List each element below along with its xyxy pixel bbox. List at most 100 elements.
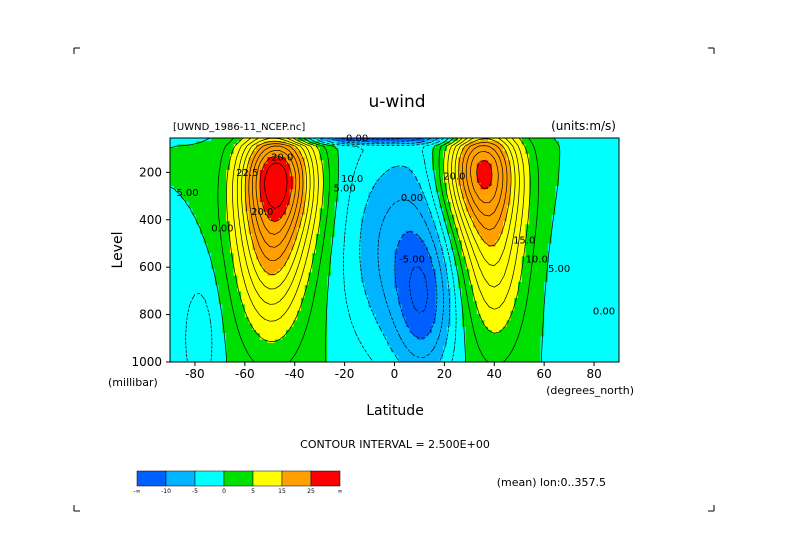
heatmap-cell (349, 214, 354, 219)
heatmap-cell (409, 259, 414, 264)
heatmap-cell (319, 237, 325, 241)
heatmap-cell (349, 166, 354, 171)
heatmap-cell (207, 246, 212, 251)
heatmap-cell (278, 186, 283, 190)
heatmap-cell (364, 160, 369, 165)
heatmap-cell (596, 189, 601, 193)
heatmap-cell (184, 269, 190, 273)
heatmap-cell (177, 256, 182, 261)
heatmap-cell (297, 227, 302, 232)
heatmap-cell (181, 154, 186, 158)
heatmap-cell (375, 138, 381, 142)
heatmap-cell (214, 154, 220, 158)
heatmap-cell (252, 198, 257, 203)
heatmap-cell (360, 154, 366, 158)
heatmap-cell (196, 176, 201, 181)
heatmap-cell (342, 230, 347, 235)
heatmap-cell (529, 246, 534, 251)
heatmap-cell (248, 150, 253, 155)
heatmap-cell (405, 173, 411, 177)
heatmap-cell (488, 176, 493, 181)
heatmap-cell (184, 186, 190, 190)
heatmap-cell (383, 250, 388, 254)
heatmap-cell (555, 147, 560, 152)
heatmap-cell (416, 262, 422, 267)
heatmap-cell (604, 176, 609, 181)
heatmap-cell (439, 205, 444, 209)
heatmap-cell (222, 227, 227, 232)
heatmap-cell (345, 147, 351, 152)
heatmap-cell (271, 266, 276, 270)
heatmap-cell (581, 205, 586, 209)
heatmap-cell (600, 186, 605, 190)
heatmap-cell (517, 202, 523, 206)
heatmap-cell (592, 154, 598, 158)
heatmap-cell (555, 163, 560, 168)
heatmap-cell (413, 166, 418, 171)
heatmap-cell (263, 218, 268, 222)
heatmap-cell (443, 189, 448, 193)
heatmap-cell (536, 138, 542, 142)
heatmap-cell (330, 262, 336, 267)
heatmap-cell (196, 150, 201, 155)
heatmap-cell (454, 208, 459, 213)
heatmap-cell (480, 250, 485, 254)
heatmap-cell (592, 208, 598, 213)
heatmap-cell (259, 269, 265, 273)
heatmap-cell (256, 256, 261, 261)
heatmap-cell (555, 224, 560, 229)
heatmap-cell (207, 154, 212, 158)
heatmap-cell (252, 186, 257, 190)
heatmap-cell (469, 205, 474, 209)
heatmap-cell (473, 166, 478, 171)
heatmap-cell (398, 144, 403, 149)
heatmap-cell (271, 186, 276, 190)
heatmap-cell (555, 211, 560, 216)
heatmap-cell (469, 195, 474, 200)
heatmap-cell (488, 154, 493, 158)
heatmap-cell (267, 150, 272, 155)
heatmap-cell (342, 195, 347, 200)
heatmap-cell (416, 154, 422, 158)
heatmap-cell (600, 163, 605, 168)
heatmap-cell (312, 208, 317, 213)
heatmap-cell (589, 173, 594, 177)
heatmap-cell (259, 173, 265, 177)
heatmap-cell (506, 166, 512, 171)
heatmap-cell (589, 256, 594, 261)
heatmap-cell (428, 240, 433, 245)
heatmap-cell (368, 253, 373, 257)
heatmap-cell (375, 227, 381, 232)
heatmap-cell (510, 224, 515, 229)
heatmap-cell (435, 182, 440, 187)
heatmap-cell (570, 246, 575, 251)
heatmap-cell (207, 266, 212, 270)
heatmap-cell (241, 266, 246, 270)
heatmap-cell (488, 198, 493, 203)
heatmap-cell (454, 230, 459, 235)
heatmap-cell (271, 150, 276, 155)
heatmap-cell (547, 253, 553, 257)
heatmap-cell (469, 173, 474, 177)
heatmap-cell (413, 234, 418, 238)
heatmap-cell (450, 189, 455, 193)
heatmap-cell (285, 192, 291, 197)
crop-marks (73, 47, 715, 512)
heatmap-cell (229, 259, 235, 264)
heatmap-cell (529, 163, 534, 168)
heatmap-cell (229, 147, 235, 152)
heatmap-cell (529, 237, 534, 241)
heatmap-cell (581, 150, 586, 155)
heatmap-cell (547, 186, 553, 190)
heatmap-cell (409, 227, 414, 232)
heatmap-cell (566, 250, 571, 254)
heatmap-cell (446, 163, 452, 168)
heatmap-cell (600, 262, 605, 267)
heatmap-cell (413, 250, 418, 254)
heatmap-cell (559, 227, 564, 232)
heatmap-cell (263, 259, 268, 264)
heatmap-cell (517, 266, 523, 270)
heatmap-cell (342, 157, 347, 161)
heatmap-cell (416, 269, 422, 273)
heatmap-cell (592, 179, 598, 184)
